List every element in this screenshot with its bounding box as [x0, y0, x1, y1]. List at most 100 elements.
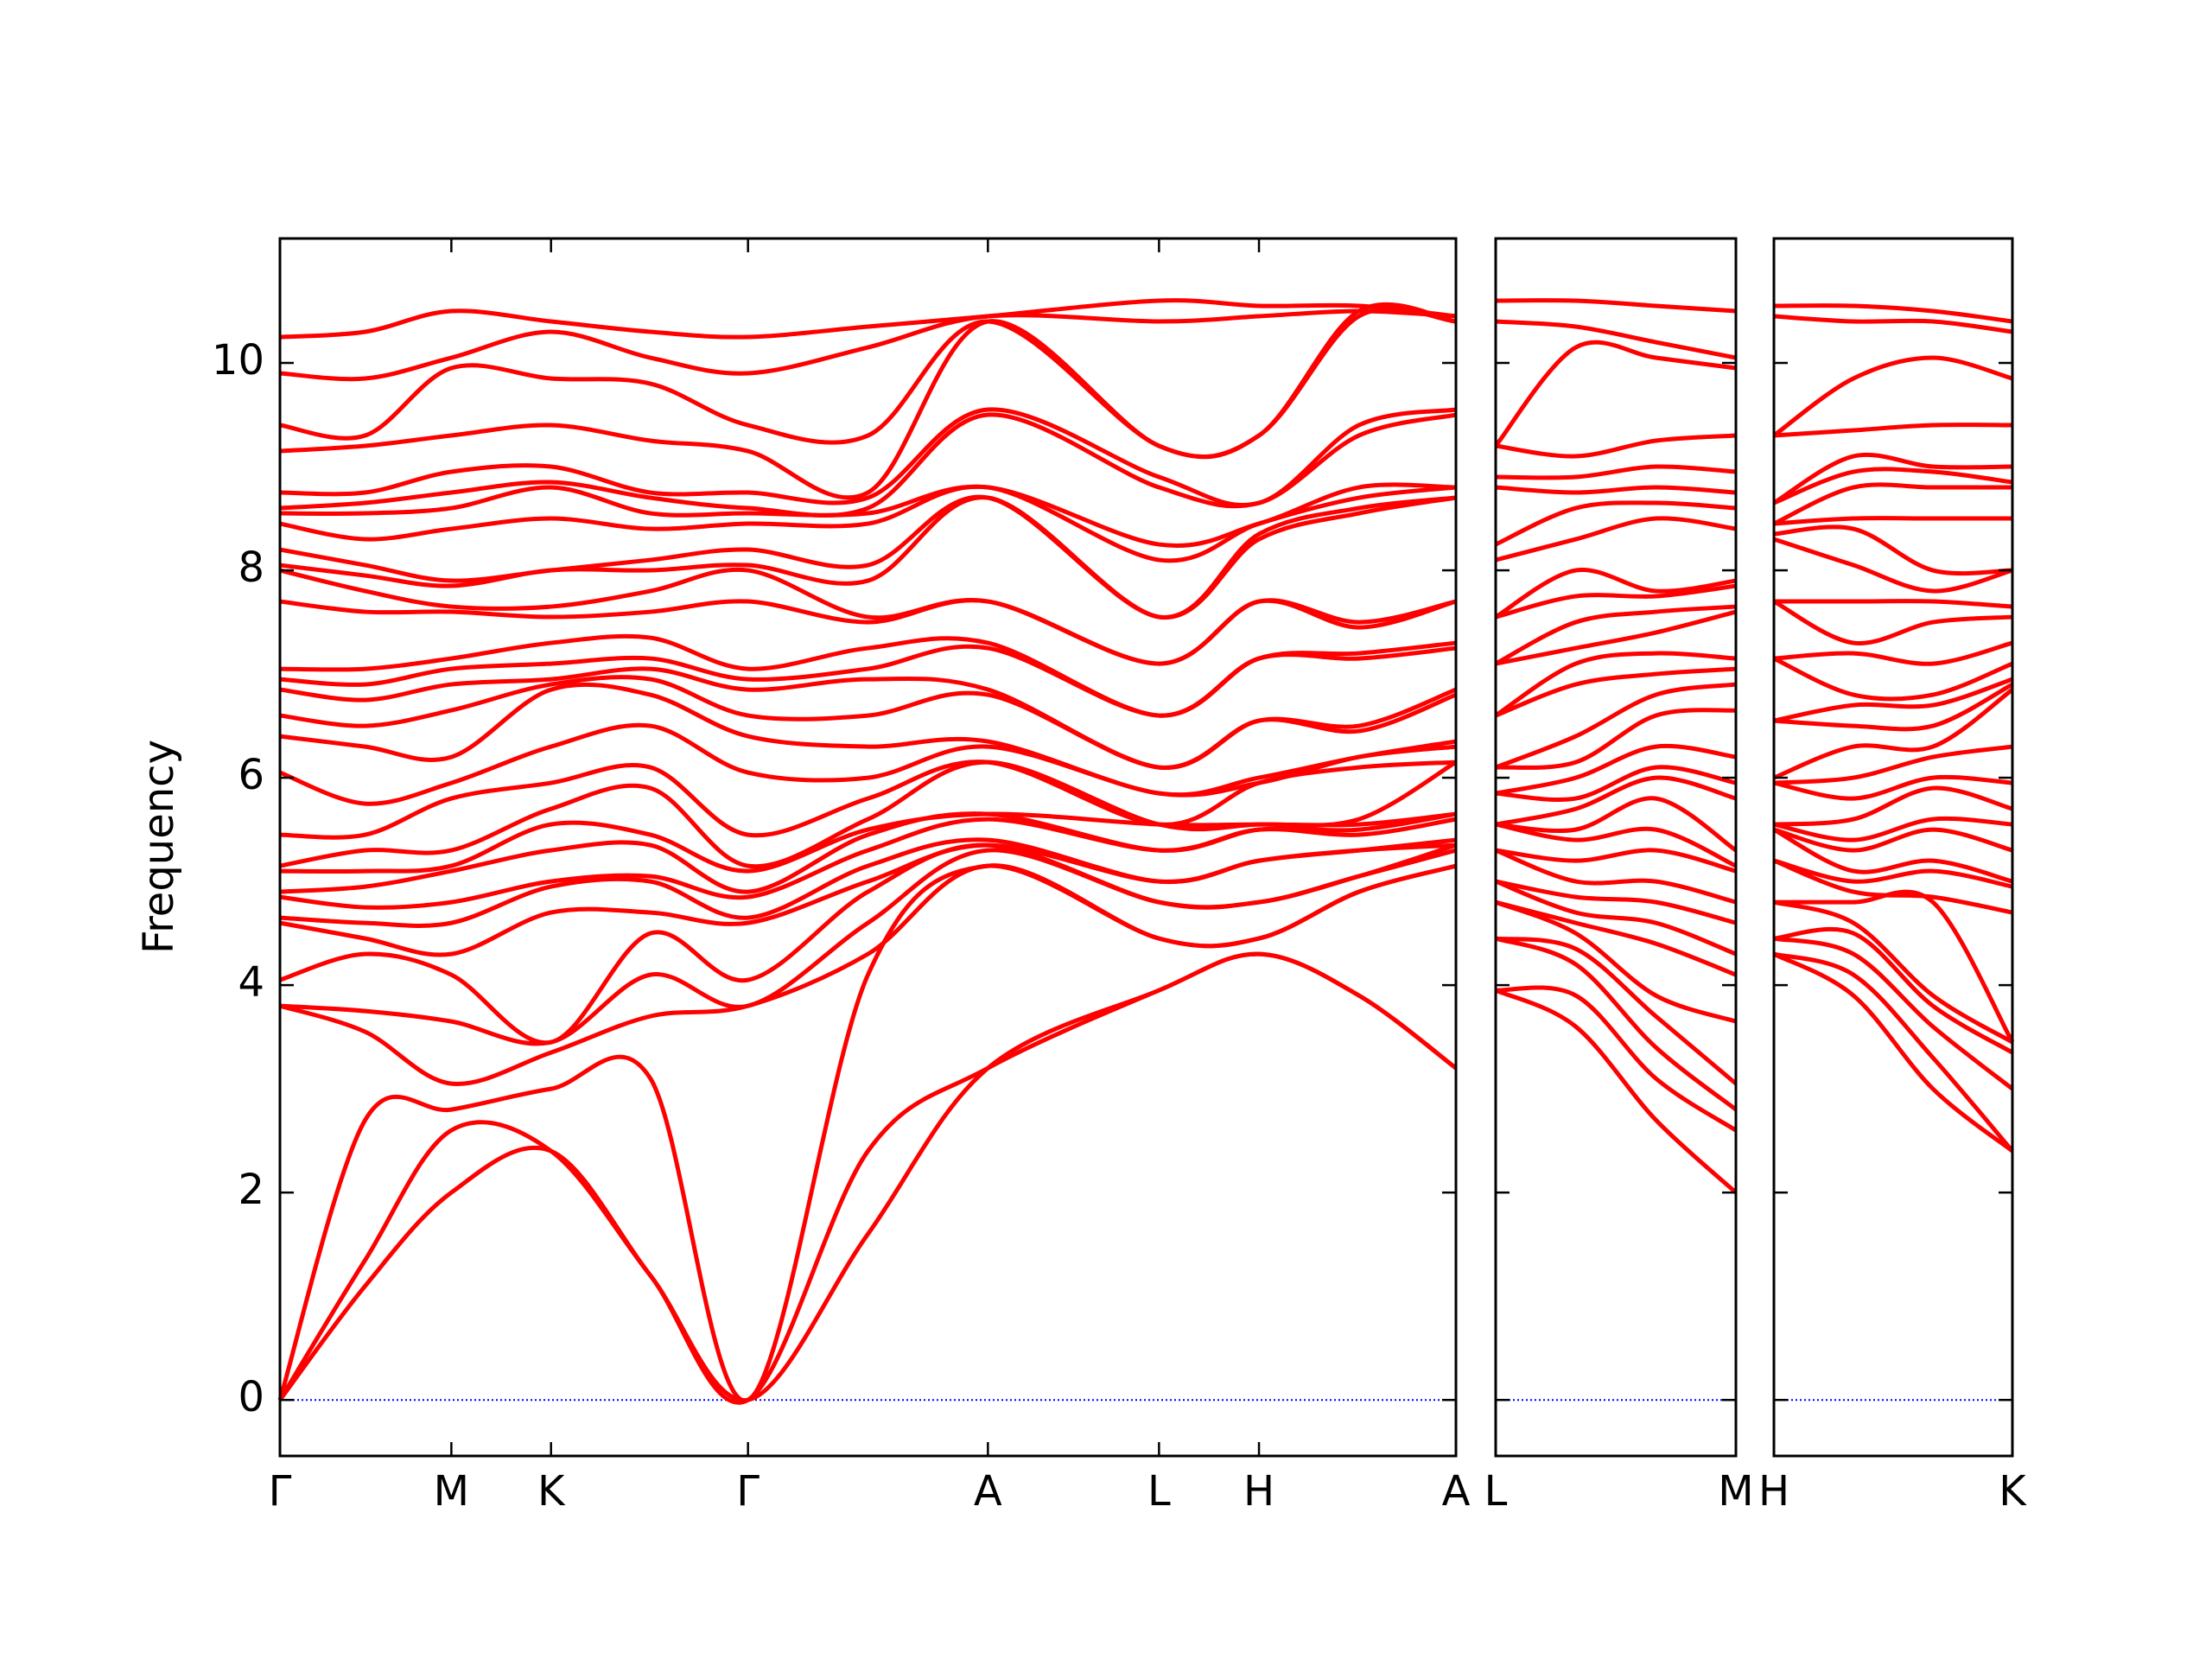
- band-line: [1773, 926, 2014, 1055]
- band-line: [1495, 666, 1737, 718]
- plot-frame: [1772, 237, 2014, 1458]
- band-line: [1495, 708, 1737, 770]
- band-line: [1495, 985, 1738, 1133]
- band-line: [1495, 464, 1737, 480]
- band-line: [1494, 651, 1737, 718]
- band-line: [1772, 656, 2013, 702]
- band-line: [1772, 482, 2012, 526]
- band-line: [1495, 743, 1737, 796]
- band-line: [279, 308, 1457, 382]
- band-line: [1773, 303, 2013, 324]
- band-line: [279, 407, 1457, 508]
- band-line: [1773, 785, 2013, 827]
- x-tick-label: Γ: [269, 1467, 292, 1516]
- band-line: [1772, 355, 2013, 438]
- band-line: [1773, 682, 2014, 732]
- band-line: [279, 760, 1458, 869]
- band-line: [279, 722, 1457, 806]
- y-tick-label: 6: [238, 751, 264, 799]
- band-line: [279, 666, 1457, 770]
- band-line: [1772, 951, 2014, 1154]
- band-line: [1773, 744, 2013, 785]
- x-tick-label: K: [537, 1467, 566, 1516]
- band-line: [279, 298, 1457, 340]
- band-line: [1495, 936, 1738, 1112]
- x-tick-label: M: [1718, 1467, 1753, 1516]
- band-line: [279, 495, 1457, 620]
- band-line: [1772, 599, 2013, 646]
- band-line: [1495, 485, 1737, 495]
- band-line: [1494, 340, 1737, 448]
- y-tick-label: 10: [212, 336, 264, 385]
- band-line: [1773, 537, 2013, 594]
- band-line: [1495, 775, 1737, 827]
- band-line: [1773, 827, 2013, 853]
- band-line: [1494, 988, 1738, 1195]
- band-line: [1495, 899, 1737, 1024]
- x-tick-label: H: [1243, 1467, 1274, 1516]
- band-line: [1773, 467, 2013, 505]
- band-line: [1495, 298, 1737, 314]
- band-line: [1495, 899, 1737, 977]
- x-tick-label: Γ: [736, 1467, 760, 1516]
- band-line: [279, 837, 1457, 928]
- band-line: [279, 863, 1457, 1087]
- band-line: [1494, 500, 1737, 547]
- band-line: [1495, 796, 1738, 853]
- band-line: [1773, 688, 2014, 780]
- x-tick-label: L: [1484, 1467, 1508, 1516]
- plot-frame: [1494, 237, 1738, 1458]
- plot-frame: [278, 237, 1458, 1458]
- band-line: [1495, 583, 1737, 620]
- band-line: [1773, 899, 2014, 1045]
- band-line: [279, 811, 1457, 894]
- band-line: [1773, 816, 2013, 842]
- band-line: [1773, 524, 2013, 576]
- band-line: [279, 682, 1457, 798]
- band-line: [277, 863, 1457, 1403]
- band-line: [279, 567, 1457, 666]
- band-line: [1494, 604, 1737, 666]
- band-line: [1495, 936, 1738, 1086]
- y-axis-label: Frequency: [135, 740, 183, 954]
- x-tick-label: H: [1758, 1467, 1789, 1516]
- x-tick-label: K: [1999, 1467, 2027, 1516]
- band-line: [279, 494, 1457, 620]
- band-line: [1495, 879, 1737, 925]
- x-tick-label: A: [1442, 1467, 1471, 1516]
- band-line: [279, 412, 1457, 518]
- y-tick-label: 4: [238, 958, 264, 1007]
- band-line: [1495, 765, 1737, 802]
- band-line: [1773, 858, 2013, 915]
- band-line: [1495, 848, 1737, 874]
- band-line: [1773, 677, 2013, 723]
- band-line: [1495, 879, 1737, 957]
- band-line: [277, 951, 1458, 1405]
- band-line: [279, 633, 1457, 718]
- x-tick-label: L: [1147, 1467, 1171, 1516]
- band-line: [1773, 516, 2012, 526]
- band-line: [1495, 682, 1737, 770]
- band-line: [1773, 640, 2013, 666]
- band-line: [1772, 452, 2013, 505]
- y-tick-label: 2: [238, 1166, 264, 1214]
- band-line: [1773, 774, 2013, 801]
- band-line: [1495, 848, 1737, 905]
- band-line: [1773, 599, 2013, 609]
- band-line: [1495, 433, 1737, 459]
- band-line: [1772, 827, 2013, 884]
- x-tick-label: A: [974, 1467, 1002, 1516]
- band-line: [1495, 822, 1738, 868]
- band-line: [279, 842, 1457, 1046]
- band-line: [1773, 951, 2014, 1153]
- band-line: [1773, 314, 2013, 334]
- band-line: [1495, 516, 1737, 563]
- y-tick-label: 0: [238, 1373, 264, 1421]
- band-line: [1495, 319, 1737, 360]
- band-line: [1773, 936, 2014, 1091]
- band-line: [1773, 889, 2015, 1044]
- band-line: [1773, 858, 2013, 889]
- y-tick-label: 8: [238, 543, 264, 592]
- band-line: [1773, 423, 2013, 438]
